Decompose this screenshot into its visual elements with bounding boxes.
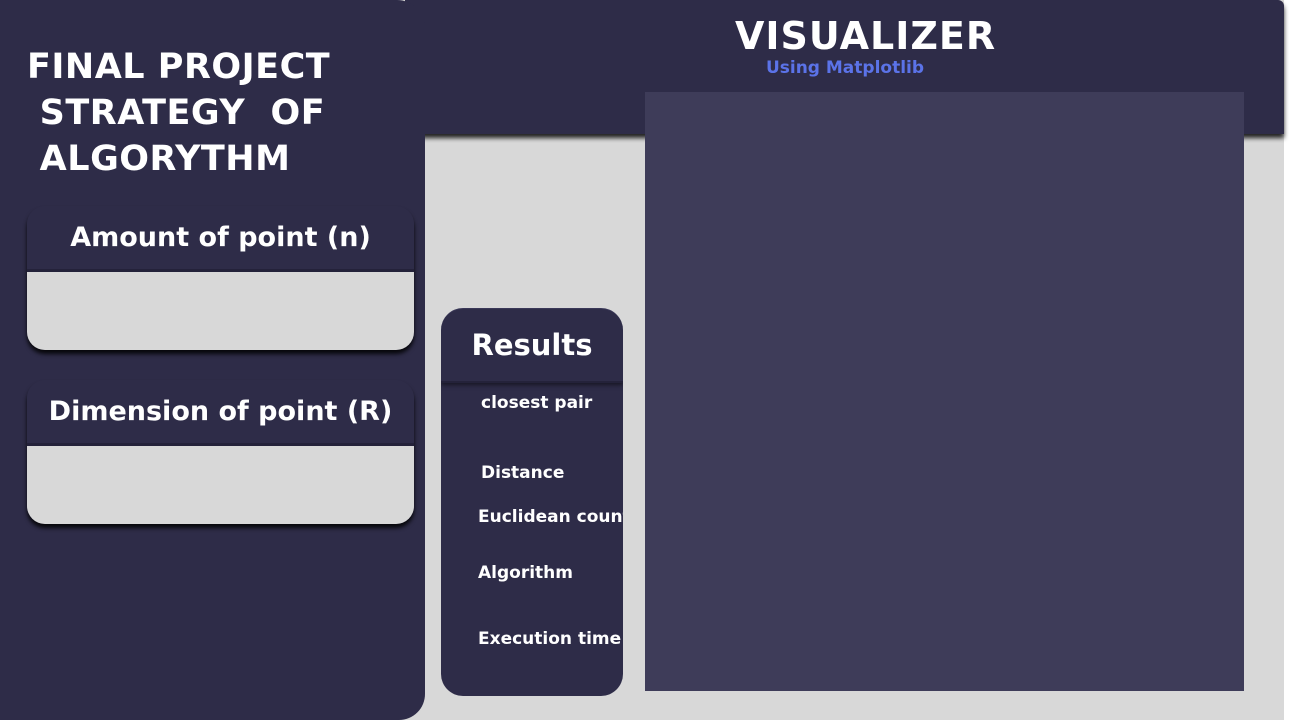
plot-canvas[interactable] — [645, 92, 1244, 691]
result-label-closest-pair: closest pair — [481, 393, 593, 413]
project-title-line-1: FINAL PROJECT — [27, 47, 331, 87]
results-title: Results — [441, 309, 623, 383]
dimension-of-point-input[interactable] — [27, 446, 414, 524]
results-panel: Results closest pair Distance Euclidean … — [441, 308, 623, 696]
result-label-euclidean-count: Euclidean count — [478, 507, 623, 527]
project-title-line-2: STRATEGY OF — [27, 93, 326, 133]
result-label-algorithm: Algorithm — [478, 563, 573, 583]
project-title-line-3: ALGORYTHM — [27, 139, 291, 179]
amount-of-point-input[interactable] — [27, 272, 414, 350]
project-title: FINAL PROJECT STRATEGY OF ALGORYTHM — [27, 44, 407, 182]
amount-of-point-label: Amount of point (n) — [27, 206, 414, 272]
sidebar: FINAL PROJECT STRATEGY OF ALGORYTHM Amou… — [0, 0, 425, 720]
result-label-distance: Distance — [481, 463, 565, 483]
app-title: VISUALIZER — [735, 14, 997, 58]
amount-of-point-card: Amount of point (n) — [27, 206, 414, 350]
dimension-of-point-label: Dimension of point (R) — [27, 380, 414, 446]
result-label-execution-time: Execution time — [478, 629, 622, 649]
dimension-of-point-card: Dimension of point (R) — [27, 380, 414, 524]
app-subtitle: Using Matplotlib — [765, 58, 925, 78]
